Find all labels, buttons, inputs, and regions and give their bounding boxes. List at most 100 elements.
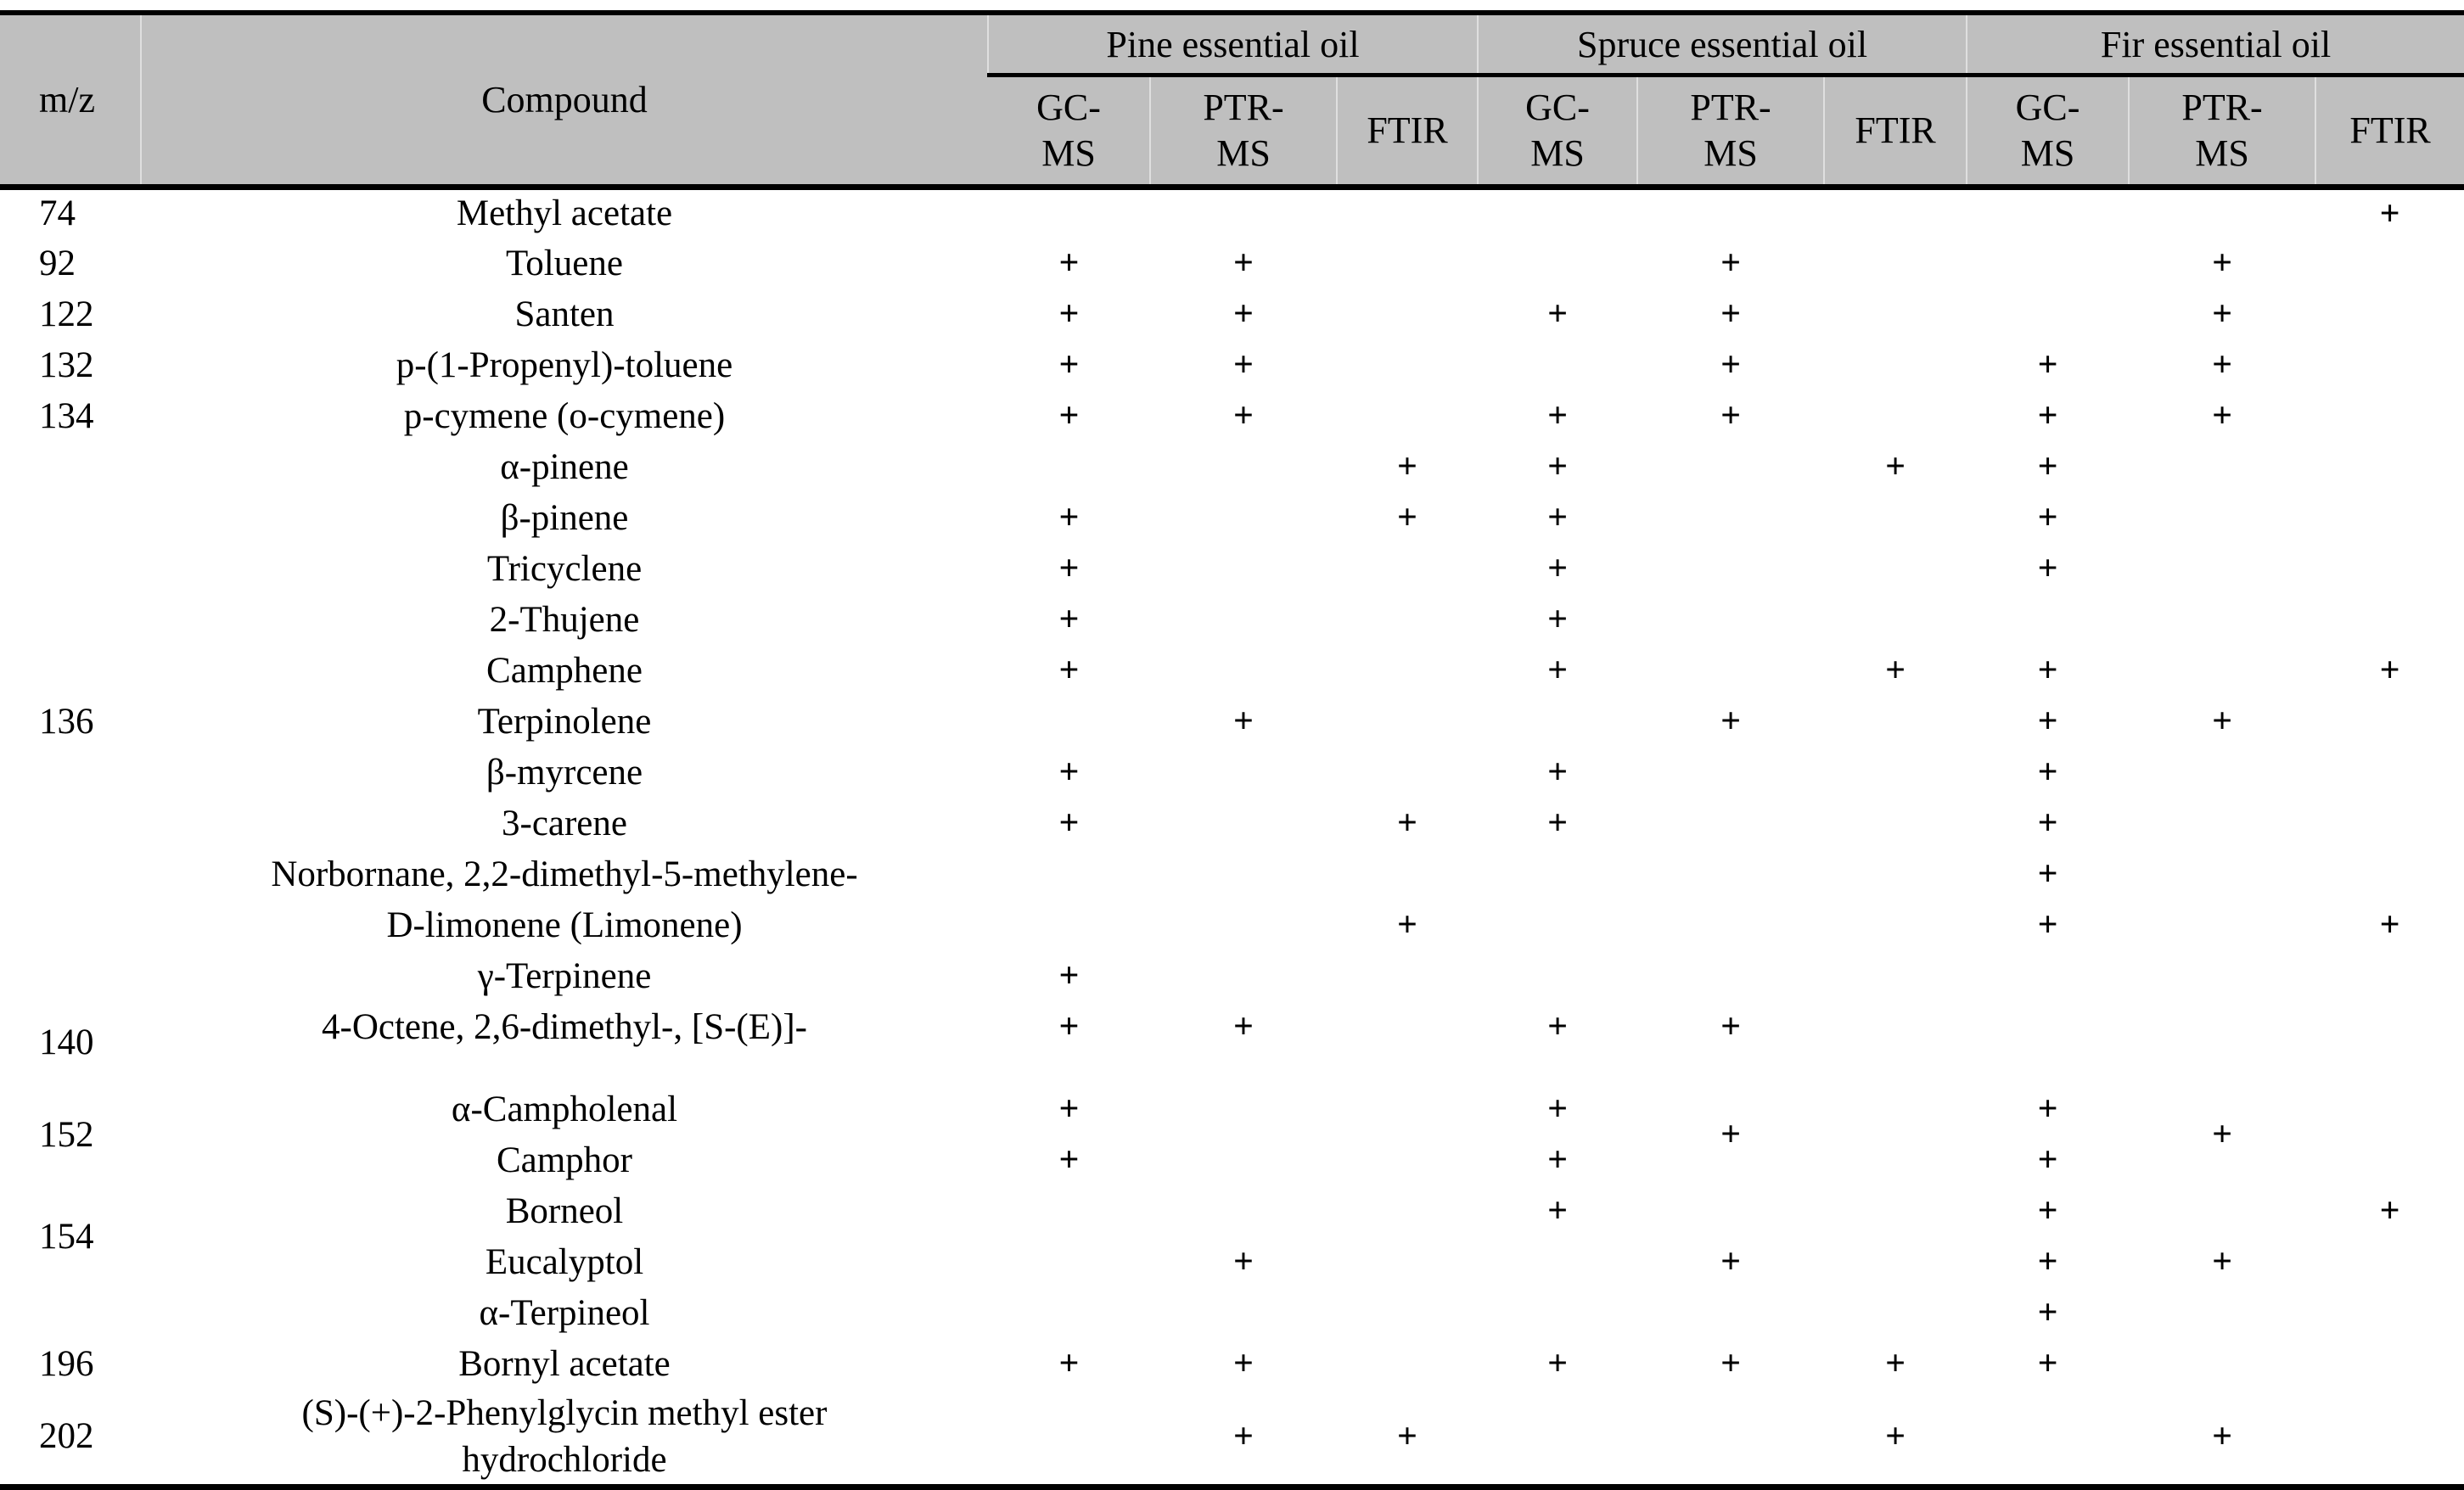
mark-cell-fir_gcms xyxy=(1967,1002,2129,1053)
method-header-spruce_gcms: GC- MS xyxy=(1477,75,1638,190)
mark-cell-fir_gcms: + xyxy=(2037,905,2058,945)
mark-cell-spruce_gcms: + xyxy=(1547,600,1568,640)
method-header-spruce_ptrms: PTR- MS xyxy=(1636,75,1825,190)
method-header-spruce_ftir: FTIR xyxy=(1823,75,1967,190)
mark-cell-fir_ftir: + xyxy=(2379,1191,2400,1231)
mark-cell-pine_gcms: + xyxy=(1058,804,1080,843)
mark-cell-fir_ptrms xyxy=(2129,188,2315,238)
mark-cell-spruce_ftir xyxy=(1824,238,1967,289)
mark-cell-spruce_gcms xyxy=(1478,1053,1637,1084)
mark-cell-spruce_gcms: + xyxy=(1547,549,1568,589)
mz-cell xyxy=(0,1288,141,1339)
mark-cell-fir_ftir xyxy=(2315,951,2464,1002)
mark-cell-pine_ftir xyxy=(1337,1053,1478,1084)
mz-cell: 152 xyxy=(39,1114,94,1155)
mark-cell-fir_ftir xyxy=(2315,798,2464,849)
mark-cell-fir_gcms: + xyxy=(2037,447,2058,487)
mark-cell-pine_ptrms xyxy=(1150,1288,1337,1339)
mark-cell-spruce_gcms xyxy=(1478,238,1637,289)
mark-cell-pine_ftir xyxy=(1337,1288,1478,1339)
mark-cell-fir_ptrms xyxy=(2129,798,2315,849)
mark-cell-fir_gcms xyxy=(1967,595,2129,646)
mark-cell-spruce_ptrms xyxy=(1637,798,1824,849)
mark-cell-fir_ftir xyxy=(2315,391,2464,442)
mark-cell-spruce_gcms xyxy=(1478,900,1637,951)
mark-cell-fir_ptrms xyxy=(2129,849,2315,900)
compound-cell: 2-Thujene xyxy=(489,599,640,640)
mark-cell-pine_ptrms xyxy=(1150,900,1337,951)
mark-cell-spruce_ftir xyxy=(1824,951,1967,1002)
mark-cell-pine_ptrms: + xyxy=(1233,294,1254,334)
method-header-pine_ptrms: PTR- MS xyxy=(1149,75,1337,190)
mark-cell-spruce_ftir: + xyxy=(1885,651,1906,691)
mark-cell-spruce_ftir xyxy=(1824,798,1967,849)
mz-cell: 132 xyxy=(39,344,94,385)
mark-cell-pine_ptrms xyxy=(1150,646,1337,697)
mark-cell-fir_gcms: + xyxy=(2037,1293,2058,1333)
mark-cell-fir_gcms: + xyxy=(2037,1242,2058,1282)
mz-cell: 140 xyxy=(39,1022,94,1063)
mark-cell-spruce_gcms xyxy=(1478,1288,1637,1339)
mark-cell-spruce_ptrms xyxy=(1637,1186,1824,1237)
mark-cell-pine_ftir xyxy=(1337,391,1478,442)
mark-cell-spruce_ftir xyxy=(1824,748,1967,798)
mark-cell-fir_ptrms xyxy=(2129,1288,2315,1339)
compound-cell: Camphor xyxy=(496,1140,633,1180)
compound-cell: p-cymene (o-cymene) xyxy=(403,395,726,436)
compound-detection-table: m/z Compound Pine essential oil Spruce e… xyxy=(0,10,2464,1490)
mark-cell-fir_ftir: + xyxy=(2379,193,2400,233)
mark-cell-fir_gcms: + xyxy=(2037,1344,2058,1384)
group-header-spruce: Spruce essential oil xyxy=(1477,13,1967,77)
mark-cell-spruce_ptrms: + xyxy=(1720,244,1741,283)
mark-cell-spruce_ptrms xyxy=(1637,951,1824,1002)
mark-cell-spruce_ftir xyxy=(1824,391,1967,442)
mark-cell-spruce_ptrms: + xyxy=(1720,1115,1741,1155)
compound-cell: Toluene xyxy=(506,243,623,283)
mark-cell-spruce_ftir xyxy=(1824,493,1967,544)
mark-cell-pine_ptrms: + xyxy=(1233,244,1254,283)
mark-cell-fir_gcms xyxy=(1967,289,2129,340)
compound-cell: D-limonene (Limonene) xyxy=(386,905,743,945)
mark-cell-pine_ptrms xyxy=(1150,849,1337,900)
mark-cell-pine_gcms: + xyxy=(1058,1344,1080,1384)
mark-cell-fir_ftir: + xyxy=(2379,905,2400,945)
mark-cell-pine_ptrms: + xyxy=(1150,1389,1337,1490)
mark-cell-pine_ftir xyxy=(1337,544,1478,595)
mark-cell-spruce_gcms: + xyxy=(1547,651,1568,691)
compound-cell: (S)-(+)-2-Phenylglycin methyl ester hydro… xyxy=(141,1389,988,1490)
mark-cell-spruce_ftir: + xyxy=(1885,447,1906,487)
mark-cell-pine_ptrms xyxy=(1150,798,1337,849)
mark-cell-spruce_ptrms xyxy=(1637,442,1824,493)
mark-cell-pine_ptrms xyxy=(1150,544,1337,595)
compound-cell: Borneol xyxy=(505,1190,624,1231)
mark-cell-pine_gcms: + xyxy=(1058,1140,1080,1180)
mark-cell-fir_ftir xyxy=(2315,340,2464,391)
mark-cell-fir_ftir xyxy=(2315,289,2464,340)
mark-cell-pine_ftir xyxy=(1337,697,1478,748)
mark-cell-spruce_ftir xyxy=(1824,544,1967,595)
mark-cell-fir_ftir xyxy=(2315,1002,2464,1053)
mark-cell-fir_ftir xyxy=(2315,748,2464,798)
mark-cell-fir_ftir xyxy=(2315,442,2464,493)
mark-cell-pine_ptrms: + xyxy=(1233,1007,1254,1047)
mark-cell-spruce_ptrms xyxy=(1637,1389,1825,1490)
mark-cell-spruce_ptrms: + xyxy=(1720,1344,1741,1384)
compound-cell: 3-carene xyxy=(502,803,627,843)
mark-cell-fir_ftir xyxy=(2315,697,2464,748)
mark-cell-spruce_ptrms: + xyxy=(1720,345,1741,385)
compound-cell: α-Campholenal xyxy=(451,1089,678,1129)
mark-cell-pine_ftir: + xyxy=(1397,498,1417,538)
compound-cell: Norbornane, 2,2-dimethyl-5-methylene- xyxy=(271,854,858,894)
mark-cell-pine_gcms xyxy=(988,1237,1150,1288)
mz-column-header: m/z xyxy=(0,13,141,190)
mark-cell-pine_ptrms xyxy=(1150,951,1337,1002)
mark-cell-fir_gcms xyxy=(1967,1389,2130,1490)
mark-cell-fir_ftir xyxy=(2315,1339,2464,1390)
method-header-pine_ftir: FTIR xyxy=(1335,75,1479,190)
mark-cell-spruce_ftir xyxy=(1824,1186,1967,1237)
mark-cell-spruce_ftir xyxy=(1824,340,1967,391)
method-header-fir_gcms: GC- MS xyxy=(1966,75,2130,190)
mz-cell: 154 xyxy=(39,1216,94,1257)
compound-cell: β-myrcene xyxy=(486,752,643,793)
mark-cell-fir_ptrms: + xyxy=(2212,294,2233,334)
